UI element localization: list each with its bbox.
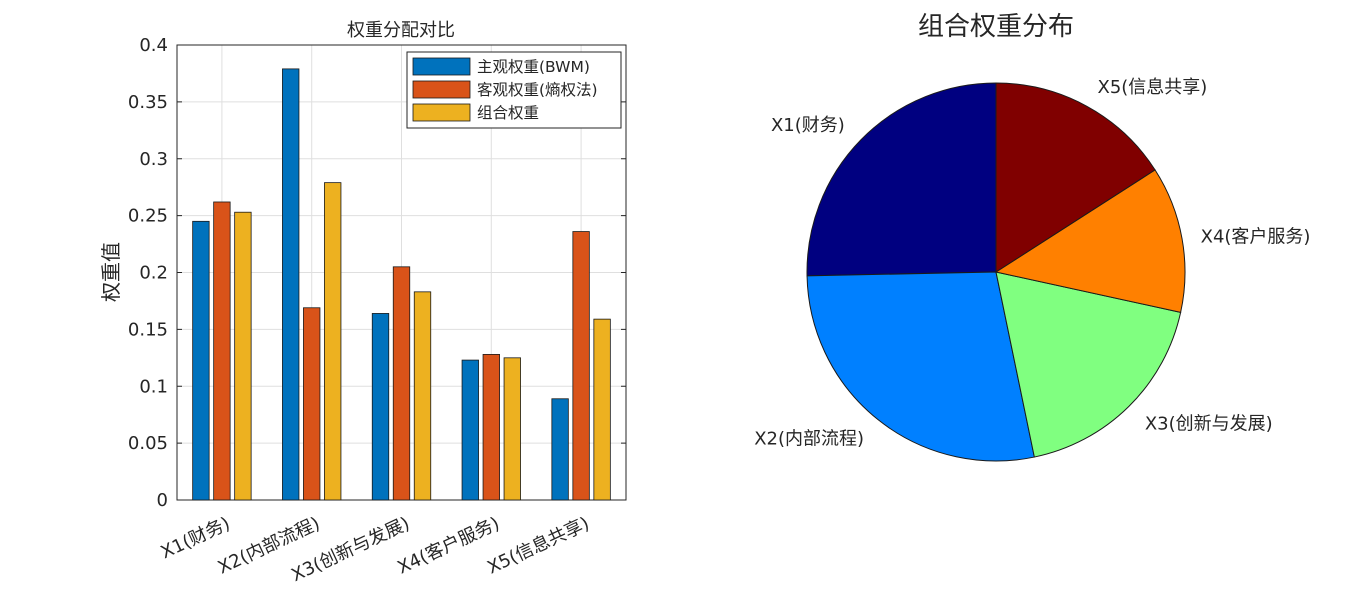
bar-1-4 bbox=[461, 359, 479, 501]
bar-1-3 bbox=[371, 313, 390, 501]
bar-marks bbox=[192, 68, 611, 501]
bar-2-4 bbox=[482, 353, 500, 501]
pie-slice-label: X5(信息共享) bbox=[1097, 77, 1207, 98]
pie-slice-1 bbox=[806, 82, 997, 277]
y-tick-label: 0.15 bbox=[128, 319, 168, 340]
y-tick-label: 0.2 bbox=[139, 263, 168, 284]
bar-legend: 主观权重(BWM) 客观权重(熵权法) 组合权重 bbox=[406, 51, 622, 129]
bar-1-5 bbox=[551, 398, 569, 501]
bar-chart-title: 权重分配对比 bbox=[347, 20, 455, 41]
legend-label: 组合权重 bbox=[477, 104, 539, 122]
pie-slices bbox=[806, 82, 1186, 462]
legend-swatch bbox=[412, 80, 471, 99]
legend-label: 主观权重(BWM) bbox=[477, 58, 590, 76]
bar-2-2 bbox=[303, 307, 321, 501]
bar-2-5 bbox=[572, 231, 590, 501]
y-tick-label: 0.35 bbox=[128, 92, 168, 113]
pie-slice-label: X2(内部流程) bbox=[754, 429, 864, 450]
pie-slice-4 bbox=[994, 169, 1186, 313]
bar-x-ticks: X1(财务)X2(内部流程)X3(创新与发展)X4(客户服务)X5(信息共享) bbox=[158, 495, 593, 586]
pie-chart-title: 组合权重分布 bbox=[918, 12, 1074, 42]
x-tick-label: X4(客户服务) bbox=[394, 513, 502, 578]
bar-3-4 bbox=[503, 357, 521, 501]
bar-3-1 bbox=[234, 211, 252, 501]
bar-3-2 bbox=[324, 182, 342, 501]
legend-label: 客观权重(熵权法) bbox=[477, 81, 598, 99]
pie-slice-label: X3(创新与发展) bbox=[1145, 414, 1273, 435]
bar-1-2 bbox=[282, 68, 300, 501]
y-tick-label: 0.1 bbox=[139, 376, 168, 397]
bar-1-1 bbox=[192, 220, 210, 501]
pie-slice-3 bbox=[995, 271, 1182, 458]
pie-slice-5 bbox=[995, 82, 1156, 273]
pie-slice-label: X4(客户服务) bbox=[1201, 226, 1311, 247]
bar-y-ticks: 0 0.05 0.1 0.15 0.2 0.25 0.3 0.35 0.4 bbox=[128, 35, 626, 511]
y-tick-label: 0.05 bbox=[128, 433, 168, 454]
bar-2-1 bbox=[213, 201, 231, 501]
bar-y-axis-label: 权重值 bbox=[99, 242, 123, 302]
pie-labels: X1(财务) X2(内部流程) X3(创新与发展) X4(客户服务) X5(信息共享) bbox=[754, 77, 1310, 449]
bar-3-3 bbox=[413, 291, 432, 501]
legend-swatch bbox=[412, 103, 471, 122]
x-tick-label: X5(信息共享) bbox=[484, 513, 592, 578]
bar-3-5 bbox=[593, 318, 611, 501]
y-tick-label: 0 bbox=[157, 490, 168, 511]
pie-slice-label: X1(财务) bbox=[771, 115, 845, 136]
y-tick-label: 0.4 bbox=[139, 35, 168, 56]
y-tick-label: 0.3 bbox=[139, 149, 168, 170]
bar-2-3 bbox=[392, 266, 411, 501]
legend-swatch bbox=[412, 57, 471, 76]
pie-slice-2 bbox=[806, 271, 1035, 462]
y-tick-label: 0.25 bbox=[128, 206, 168, 227]
